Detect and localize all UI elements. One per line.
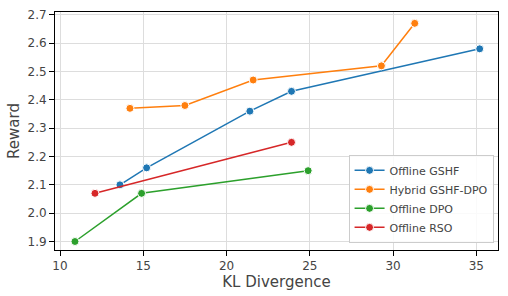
svg-text:2.7: 2.7 — [28, 8, 47, 22]
svg-text:Offline DPO: Offline DPO — [390, 203, 454, 216]
svg-text:2.0: 2.0 — [28, 206, 47, 220]
svg-text:2.1: 2.1 — [28, 178, 47, 192]
svg-text:2.5: 2.5 — [28, 65, 47, 79]
svg-text:2.3: 2.3 — [28, 121, 47, 135]
svg-text:2.6: 2.6 — [28, 36, 47, 50]
svg-text:35: 35 — [469, 259, 484, 273]
svg-text:Hybrid GSHF-DPO: Hybrid GSHF-DPO — [390, 184, 488, 197]
svg-text:2.2: 2.2 — [28, 150, 47, 164]
svg-text:1.9: 1.9 — [28, 235, 47, 249]
svg-text:20: 20 — [219, 259, 234, 273]
svg-text:30: 30 — [385, 259, 400, 273]
svg-text:25: 25 — [302, 259, 317, 273]
svg-text:Offline GSHF: Offline GSHF — [390, 165, 460, 178]
svg-text:Reward: Reward — [5, 103, 23, 159]
svg-text:KL Divergence: KL Divergence — [222, 273, 330, 291]
svg-text:10: 10 — [52, 259, 67, 273]
svg-text:Offline RSO: Offline RSO — [390, 222, 453, 235]
svg-text:2.4: 2.4 — [28, 93, 47, 107]
svg-text:15: 15 — [136, 259, 151, 273]
